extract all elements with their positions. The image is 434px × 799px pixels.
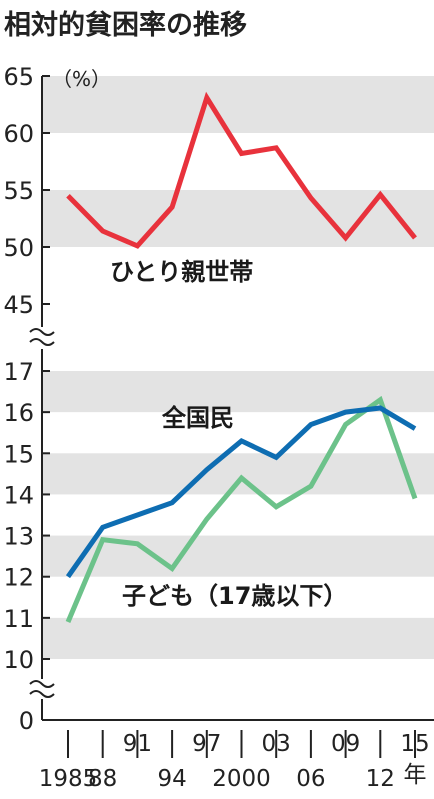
x-tick-label: 97 [192, 731, 221, 757]
x-tick-label: 88 [88, 766, 117, 792]
lower-grid-bands [42, 371, 434, 659]
y-tick-label: 60 [3, 120, 34, 148]
x-tick-label: 91 [123, 731, 152, 757]
y-tick-label: 10 [3, 646, 34, 674]
grid-band [42, 190, 434, 247]
y-tick-label: 65 [3, 63, 34, 91]
y-tick-label: 15 [3, 440, 34, 468]
x-tick-label: 94 [157, 766, 186, 792]
grid-band [42, 453, 434, 495]
series-line-all-citizens [65, 405, 417, 579]
y-tick-label: 13 [3, 523, 34, 551]
series-lines [65, 91, 418, 623]
axis-break-lower [29, 680, 55, 698]
y-tick-label: 12 [3, 564, 34, 592]
x-tick-label: 03 [262, 731, 291, 757]
series-line-single-parent [66, 91, 417, 249]
y-tick-label: 45 [3, 291, 34, 319]
label-single-parent: ひとり親世帯 [110, 258, 253, 286]
y-tick-label: 50 [3, 234, 34, 262]
x-tick-label: 1985 [39, 766, 98, 792]
y-tick-label: 11 [3, 605, 34, 633]
label-children: 子ども（17歳以下） [122, 582, 347, 610]
x-tick-label: 09 [331, 731, 360, 757]
chart-title: 相対的貧困率の推移 [4, 9, 247, 41]
y-tick-zero: 0 [19, 707, 34, 735]
x-tick-label: 06 [296, 766, 325, 792]
x-tick-label: 12 [366, 766, 395, 792]
grid-band [42, 76, 434, 133]
unit-label: （%） [52, 67, 111, 91]
series-line-children [65, 395, 418, 623]
grid-band [42, 617, 434, 659]
y-tick-label: 14 [3, 481, 34, 509]
label-all-citizens: 全国民 [161, 404, 234, 432]
x-year-suffix: 年 [404, 762, 427, 788]
upper-grid-bands [42, 76, 434, 247]
axis-break-upper [29, 328, 55, 346]
y-tick-label: 17 [3, 358, 34, 386]
y-tick-label: 55 [3, 177, 34, 205]
y-tick-labels: 65 60 55 50 45 17 16 15 14 13 12 11 10 [3, 63, 50, 674]
y-tick-label: 16 [3, 399, 34, 427]
x-tick-label: 15 [400, 731, 429, 757]
x-tick-label: 2000 [212, 766, 271, 792]
